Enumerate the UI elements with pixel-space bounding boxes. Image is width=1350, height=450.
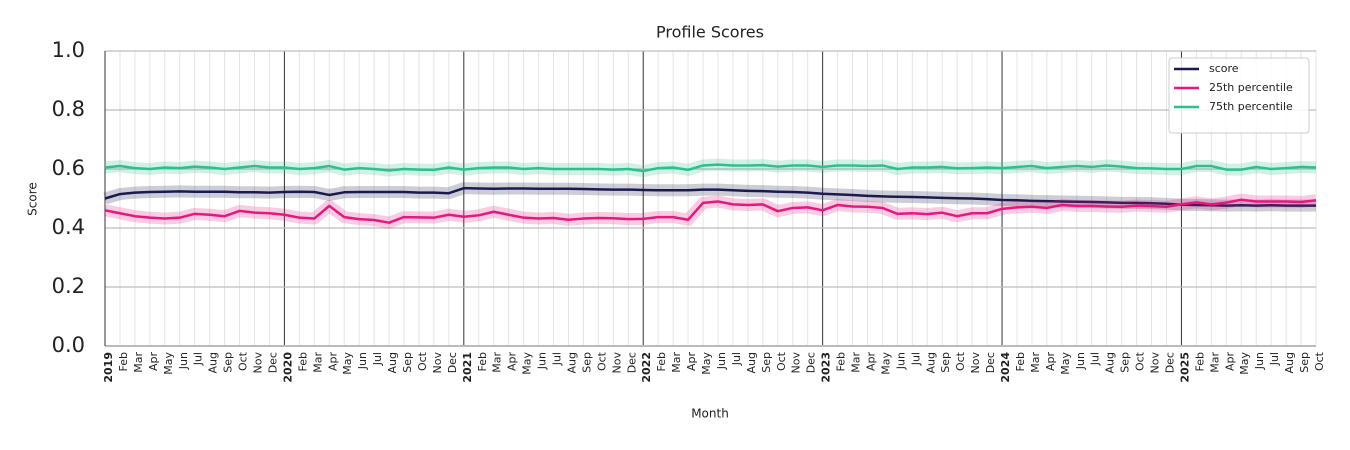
x-tick-label: Jul	[730, 352, 743, 366]
x-tick-label: Aug	[207, 352, 220, 373]
x-tick-label: Jun	[715, 352, 728, 370]
x-tick-label: Jun	[1074, 352, 1087, 370]
x-tick-label: Oct	[775, 351, 788, 371]
y-tick-label: 0.2	[52, 274, 85, 298]
x-tick-label: Dec	[446, 352, 459, 373]
x-tick-label: Feb	[835, 352, 848, 371]
x-tick-label: 2024	[999, 352, 1012, 383]
x-tick-label: Jul	[371, 352, 384, 366]
x-tick-label: 2022	[640, 352, 653, 383]
x-tick-label: Jun	[1253, 352, 1266, 370]
x-tick-label: Sep	[1298, 352, 1311, 373]
x-tick-label: Aug	[1104, 352, 1117, 373]
x-tick-label: Apr	[506, 352, 519, 372]
x-tick-label: Oct	[1313, 351, 1326, 371]
x-tick-label: Oct	[595, 351, 608, 371]
x-tick-label: 2020	[281, 352, 294, 383]
x-tick-label: Mar	[311, 352, 324, 373]
x-tick-label: Feb	[476, 352, 489, 371]
x-tick-label: Oct	[416, 351, 429, 371]
x-tick-label: May	[341, 352, 354, 375]
x-tick-label: Jul	[192, 352, 205, 366]
x-tick-label: Jun	[894, 352, 907, 370]
x-tick-label: May	[879, 352, 892, 375]
x-tick-label: Aug	[1283, 352, 1296, 373]
x-tick-label: Mar	[491, 352, 504, 373]
x-tick-label: Jul	[551, 352, 564, 366]
x-tick-label: Sep	[580, 352, 593, 373]
y-tick-label: 0.6	[52, 156, 85, 180]
x-tick-label: May	[162, 352, 175, 375]
x-tick-label: May	[1059, 352, 1072, 375]
series-line	[104, 198, 1317, 224]
x-tick-label: Mar	[1029, 352, 1042, 373]
y-tick-label: 1.0	[52, 38, 85, 62]
legend-label: 75th percentile	[1209, 100, 1293, 113]
x-tick-label: Dec	[805, 352, 818, 373]
y-tick-label: 0.0	[52, 333, 85, 357]
x-tick-label: Apr	[685, 352, 698, 372]
x-tick-label: Mar	[1208, 352, 1221, 373]
x-tick-label: Sep	[222, 352, 235, 373]
legend-label: 25th percentile	[1209, 81, 1293, 94]
x-tick-label: Apr	[864, 352, 877, 372]
x-tick-label: Feb	[1014, 352, 1027, 371]
x-tick-label: Nov	[610, 352, 623, 374]
x-tick-label: Aug	[386, 352, 399, 373]
x-tick-label: Jul	[909, 352, 922, 366]
x-tick-label: 2025	[1178, 352, 1191, 383]
x-tick-label: Dec	[266, 352, 279, 373]
x-axis-label: Month	[691, 407, 729, 421]
x-tick-label: Aug	[745, 352, 758, 373]
x-tick-label: Apr	[1044, 352, 1057, 372]
x-tick-label: Jun	[356, 352, 369, 370]
x-tick-label: 2023	[820, 352, 833, 383]
x-tick-label: Feb	[296, 352, 309, 371]
x-tick-label: Nov	[790, 352, 803, 374]
x-tick-label: Nov	[252, 352, 265, 374]
x-tick-label: Feb	[655, 352, 668, 371]
x-tick-label: Nov	[431, 352, 444, 374]
x-tick-label: Jul	[1268, 352, 1281, 366]
y-axis-label: Score	[26, 182, 40, 216]
x-tick-label: Sep	[939, 352, 952, 373]
x-tick-label: Nov	[969, 352, 982, 374]
series-line	[104, 163, 1317, 173]
x-tick-label: 2019	[102, 352, 115, 383]
x-tick-label: Mar	[850, 352, 863, 373]
x-tick-label: Oct	[954, 351, 967, 371]
x-tick-label: Sep	[401, 352, 414, 373]
x-tick-label: Jul	[1089, 352, 1102, 366]
x-tick-label: 2021	[461, 352, 474, 383]
x-tick-label: Apr	[326, 352, 339, 372]
x-tick-label: Jun	[177, 352, 190, 370]
x-tick-label: Sep	[760, 352, 773, 373]
x-tick-label: Dec	[625, 352, 638, 373]
legend-label: score	[1209, 62, 1239, 75]
series-line	[104, 186, 1316, 207]
y-tick-label: 0.8	[52, 97, 85, 121]
x-tick-label: Nov	[1149, 352, 1162, 374]
x-tick-label: Aug	[565, 352, 578, 373]
chart-title: Profile Scores	[656, 23, 764, 42]
x-tick-label: Dec	[984, 352, 997, 373]
y-tick-label: 0.4	[52, 215, 85, 239]
x-tick-label: May	[1238, 352, 1251, 375]
x-tick-label: Mar	[670, 352, 683, 373]
x-tick-label: Aug	[924, 352, 937, 373]
x-tick-label: Apr	[1223, 352, 1236, 372]
x-tick-label: Oct	[237, 351, 250, 371]
x-tick-label: Apr	[147, 352, 160, 372]
x-tick-label: Mar	[132, 352, 145, 373]
x-tick-label: Sep	[1119, 352, 1132, 373]
x-tick-label: May	[521, 352, 534, 375]
x-tick-label: Oct	[1134, 351, 1147, 371]
x-tick-label: May	[700, 352, 713, 375]
x-tick-label: Feb	[117, 352, 130, 371]
x-tick-label: Feb	[1193, 352, 1206, 371]
x-tick-label: Dec	[1163, 352, 1176, 373]
legend-box	[1168, 57, 1310, 134]
x-tick-label: Jun	[536, 352, 549, 370]
